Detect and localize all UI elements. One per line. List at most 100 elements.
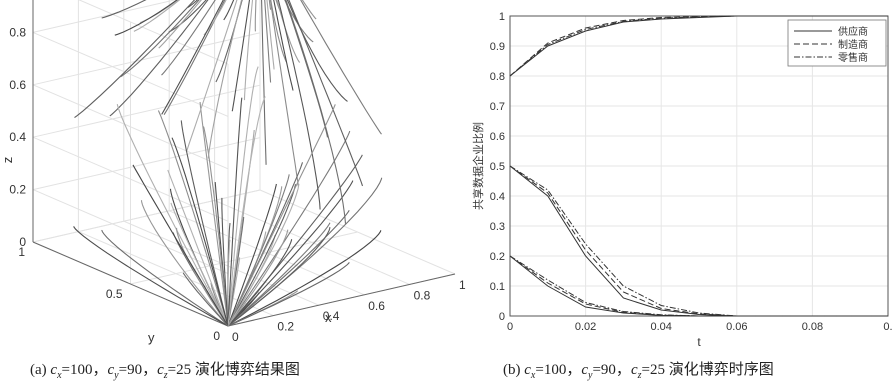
trajectory-line bbox=[101, 229, 229, 327]
caption-b: (b) cx=100，cy=90，cz=25 演化博弈时序图 bbox=[503, 362, 774, 381]
trajectory-line bbox=[227, 230, 382, 327]
x-tick-label: 0.6 bbox=[368, 299, 385, 313]
legend-label: 零售商 bbox=[838, 51, 868, 64]
trajectory-line bbox=[254, 0, 257, 32]
y-tick-label: 0.2 bbox=[490, 251, 505, 263]
y-tick-label: 0 bbox=[213, 329, 220, 343]
series-line bbox=[509, 255, 888, 317]
trajectory-line bbox=[158, 0, 202, 49]
trajectory-line bbox=[273, 0, 294, 91]
x-tick-label: 0. bbox=[883, 321, 892, 333]
y-tick-label: 0.5 bbox=[106, 287, 123, 301]
trajectory-line bbox=[109, 0, 209, 117]
x-tick-label: 0.04 bbox=[650, 321, 671, 333]
z-axis-label: z bbox=[0, 157, 15, 164]
trajectory-line bbox=[286, 0, 348, 102]
trajectory-line bbox=[120, 0, 200, 78]
trajectory-line bbox=[243, 0, 254, 101]
y-tick-label: 0.1 bbox=[490, 281, 505, 293]
trajectory-line bbox=[264, 0, 272, 83]
legend-label: 制造商 bbox=[838, 38, 868, 51]
trajectory-line bbox=[182, 272, 229, 327]
trajectory-line bbox=[269, 0, 299, 187]
trajectory-line bbox=[171, 137, 229, 327]
legend-box bbox=[787, 19, 887, 67]
y-axis-line bbox=[32, 241, 229, 327]
y-tick-label: 1 bbox=[499, 11, 505, 23]
trajectory-line bbox=[227, 183, 300, 327]
trajectory-line bbox=[276, 0, 301, 63]
x-tick-label: 0 bbox=[232, 330, 239, 344]
x-tick-label: 0.08 bbox=[802, 321, 823, 333]
trajectory-line bbox=[167, 169, 229, 327]
y-tick-label: 1 bbox=[18, 245, 25, 259]
trajectory-line bbox=[231, 0, 251, 112]
series-line bbox=[509, 15, 888, 77]
trajectory-line bbox=[223, 0, 235, 21]
x-tick-label: 0.06 bbox=[726, 321, 747, 333]
trajectory-line bbox=[187, 0, 199, 8]
trajectory-line bbox=[227, 183, 277, 327]
trajectory-line bbox=[227, 96, 266, 327]
z-tick-label: 0 bbox=[19, 235, 26, 249]
trajectory-line bbox=[132, 164, 229, 327]
trajectory-line bbox=[207, 0, 243, 159]
x-axis-label: t bbox=[697, 335, 701, 349]
trajectory-line bbox=[227, 104, 336, 327]
x-tick-label: 0.8 bbox=[414, 288, 431, 302]
trajectory-line bbox=[170, 202, 229, 327]
x-axis-line bbox=[227, 273, 456, 327]
grid-line bbox=[130, 231, 358, 285]
x-tick-label: 0.2 bbox=[277, 320, 294, 334]
trajectory-line bbox=[227, 229, 289, 327]
trajectory-line bbox=[284, 0, 329, 138]
grid-line bbox=[32, 32, 261, 86]
trajectory-line bbox=[161, 0, 224, 115]
x-tick-label: 0 bbox=[507, 321, 513, 333]
trajectory-line bbox=[74, 0, 196, 119]
y-tick-label: 0.4 bbox=[490, 191, 505, 203]
x-tick-label: 1 bbox=[459, 278, 466, 292]
trajectory-line bbox=[227, 97, 243, 327]
grid-line bbox=[32, 137, 261, 191]
y-tick-label: 0.5 bbox=[490, 161, 505, 173]
trajectory-line bbox=[73, 226, 229, 327]
series-3 bbox=[509, 15, 888, 317]
grid-line bbox=[32, 189, 261, 243]
series-line bbox=[509, 165, 888, 317]
trajectory-line bbox=[221, 197, 229, 327]
caption-a: (a) cx=100，cy=90，cz=25 演化博弈结果图 bbox=[30, 362, 300, 381]
x-axis-label: x bbox=[325, 310, 332, 325]
trajectory-line bbox=[284, 0, 314, 43]
y-tick-label: 0.3 bbox=[490, 221, 505, 233]
trajectory-line bbox=[227, 239, 293, 327]
trajectory-line bbox=[285, 0, 347, 224]
trajectory-line bbox=[288, 0, 364, 187]
trajectory-line bbox=[227, 262, 350, 327]
z-tick-label: 0.6 bbox=[9, 78, 26, 92]
grid-line bbox=[32, 84, 261, 138]
trajectory-line bbox=[133, 0, 181, 32]
y-tick-label: 0.8 bbox=[490, 71, 505, 83]
y-tick-label: 0.6 bbox=[490, 131, 505, 143]
trajectory-line bbox=[185, 0, 238, 153]
y-axis-label: 共享数据企业比例 bbox=[471, 122, 485, 210]
trajectory-line bbox=[227, 66, 259, 327]
trajectory-line bbox=[300, 0, 382, 135]
trajectory-line bbox=[114, 0, 178, 36]
trajectory-line bbox=[227, 222, 331, 327]
x-tick-label: 0.4 bbox=[323, 309, 340, 323]
x-tick-label: 0.02 bbox=[575, 321, 596, 333]
grid-line bbox=[32, 0, 177, 33]
chart-time-series: 0 0.02 0.04 0.06 0.08 0. 0 0.1 0.2 0.3 0.4 0.5 0.6 0.… bbox=[471, 11, 893, 349]
trajectory-line bbox=[227, 227, 331, 327]
y-tick-label: 0.7 bbox=[490, 101, 505, 113]
trajectory-line bbox=[227, 130, 351, 327]
trajectory-line bbox=[268, 0, 272, 10]
trajectory-line bbox=[270, 0, 287, 63]
trajectory-line bbox=[161, 0, 216, 76]
z-tick-label: 0.8 bbox=[9, 25, 26, 39]
legend-label: 供应商 bbox=[838, 25, 868, 38]
trajectory-line bbox=[101, 0, 147, 19]
